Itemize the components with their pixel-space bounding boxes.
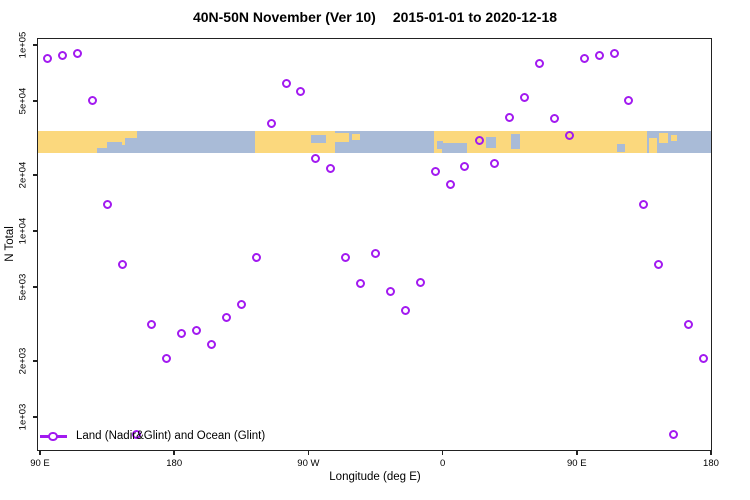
data-point-marker xyxy=(520,92,530,102)
y-axis-tick-label: 5e+04 xyxy=(17,87,29,115)
map-band-ocean-patch xyxy=(96,147,108,154)
data-point-marker xyxy=(564,131,574,141)
y-axis-tick xyxy=(32,44,37,46)
data-point-marker xyxy=(326,163,336,173)
data-point-marker xyxy=(609,49,619,59)
y-axis-tick-label: 1e+05 xyxy=(17,31,29,59)
land-ocean-map-band xyxy=(38,130,711,154)
map-band-ocean-patch xyxy=(441,143,468,154)
map-band-land-segment xyxy=(658,133,669,144)
map-band-land-segment xyxy=(111,130,125,145)
data-point-marker xyxy=(370,248,380,258)
plot-area-border xyxy=(36,37,712,451)
map-band-ocean-patch xyxy=(311,135,326,144)
data-point-marker xyxy=(251,253,261,263)
y-axis-title: N Total xyxy=(4,226,16,262)
data-point-marker xyxy=(236,299,246,309)
data-point-marker xyxy=(192,325,202,335)
data-point-marker xyxy=(206,340,216,350)
y-axis-tick-label: 5e+03 xyxy=(17,273,29,301)
data-point-marker xyxy=(266,118,276,128)
map-band-ocean-patch xyxy=(436,141,443,149)
y-axis-tick xyxy=(32,416,37,418)
x-axis-tick-label: 90 E xyxy=(567,458,587,469)
y-axis-tick-label: 2e+04 xyxy=(17,161,29,189)
y-axis-tick xyxy=(32,360,37,362)
map-band-land-segment xyxy=(649,137,657,154)
x-axis-tick xyxy=(307,450,310,455)
legend-marker-icon xyxy=(48,431,58,441)
data-point-marker xyxy=(311,154,321,164)
data-point-marker xyxy=(281,79,291,89)
data-point-marker xyxy=(430,166,440,176)
data-point-marker xyxy=(535,58,545,68)
x-axis-tick xyxy=(39,450,41,455)
data-point-marker xyxy=(72,49,82,59)
x-axis-tick xyxy=(576,450,578,455)
data-point-marker xyxy=(87,96,97,106)
data-point-marker xyxy=(147,319,157,329)
data-point-marker xyxy=(505,113,515,123)
data-point-marker xyxy=(356,278,366,288)
map-band-land-segment xyxy=(335,133,349,143)
data-point-marker xyxy=(341,253,351,263)
data-point-marker xyxy=(490,158,500,168)
x-axis-tick-label: 0 xyxy=(439,458,446,469)
data-point-marker xyxy=(102,200,112,210)
data-point-marker xyxy=(132,429,142,439)
chart-title: 40N-50N November (Ver 10) 2015-01-01 to 2… xyxy=(0,9,750,25)
chart-title-zone: 40N-50N November (Ver 10) xyxy=(192,9,376,25)
x-axis-tick-label: 90 W xyxy=(297,458,320,469)
y-axis-tick xyxy=(32,286,37,288)
map-band-ocean-patch xyxy=(485,137,496,148)
data-point-marker xyxy=(57,50,67,60)
legend-label: Land (Nadir&Glint) and Ocean (Glint) xyxy=(76,430,266,442)
map-band-ocean-patch xyxy=(107,142,122,154)
chart-title-dates: 2015-01-01 to 2020-12-18 xyxy=(392,9,558,25)
data-point-marker xyxy=(624,96,634,106)
data-point-marker xyxy=(579,53,589,63)
data-point-marker xyxy=(639,200,649,210)
data-point-marker xyxy=(296,87,306,97)
y-axis-tick-label: 2e+03 xyxy=(17,347,29,375)
data-point-marker xyxy=(594,50,604,60)
data-point-marker xyxy=(221,312,231,322)
y-axis-tick xyxy=(32,100,37,102)
data-point-marker xyxy=(400,305,410,315)
data-point-marker xyxy=(117,260,127,270)
data-point-marker xyxy=(162,353,172,363)
y-axis-tick-label: 1e+04 xyxy=(17,217,29,245)
map-band-land-segment xyxy=(670,135,677,142)
data-point-marker xyxy=(177,328,187,338)
map-band-land-segment xyxy=(38,130,112,154)
data-point-marker xyxy=(684,319,694,329)
map-band-land-segment xyxy=(433,130,647,154)
data-point-marker xyxy=(549,113,559,123)
y-axis-tick xyxy=(32,230,37,232)
data-point-marker xyxy=(42,53,52,63)
x-axis-tick xyxy=(173,450,175,455)
x-axis-tick-label: 180 xyxy=(703,458,719,469)
x-axis-tick-label: 90 E xyxy=(30,458,50,469)
x-axis-tick xyxy=(710,450,712,455)
x-axis-tick xyxy=(441,450,444,455)
data-point-marker xyxy=(699,353,709,363)
map-band-land-segment xyxy=(352,134,360,140)
x-axis-title: Longitude (deg E) xyxy=(329,471,421,483)
map-band-ocean-patch xyxy=(617,144,626,153)
data-point-marker xyxy=(385,287,395,297)
map-band-land-segment xyxy=(124,130,137,138)
data-point-marker xyxy=(475,136,485,146)
data-point-marker xyxy=(654,260,664,270)
data-point-marker xyxy=(669,429,679,439)
data-point-marker xyxy=(460,161,470,171)
x-axis-tick-label: 180 xyxy=(166,458,183,469)
y-axis-tick-label: 1e+03 xyxy=(17,403,29,431)
data-point-marker xyxy=(415,277,425,287)
y-axis-tick xyxy=(32,174,37,176)
data-point-marker xyxy=(445,179,455,189)
map-band-ocean-patch xyxy=(511,134,521,149)
